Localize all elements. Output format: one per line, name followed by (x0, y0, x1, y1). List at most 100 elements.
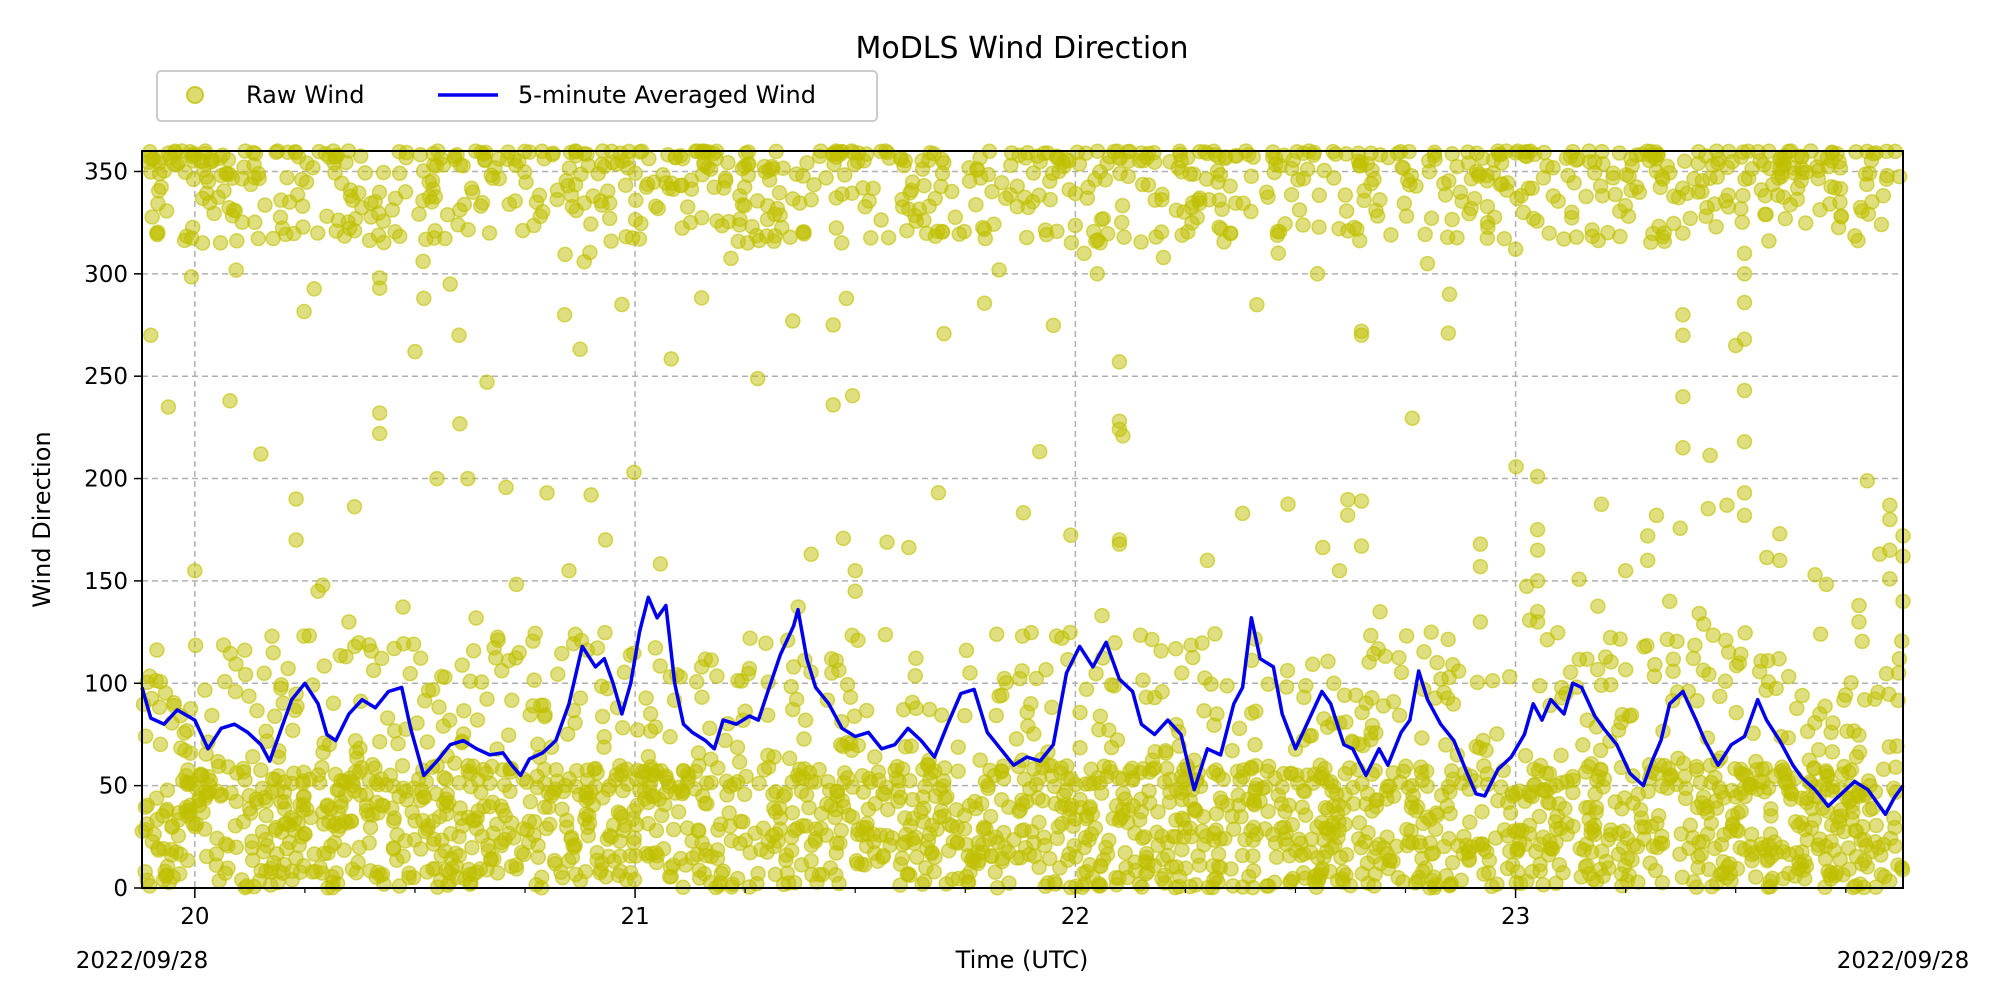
raw-wind-point (603, 233, 619, 249)
raw-wind-point (1579, 651, 1595, 667)
raw-wind-point (288, 532, 304, 548)
raw-wind-point (934, 223, 951, 240)
raw-wind-point (1393, 664, 1410, 681)
raw-wind-point (1376, 840, 1392, 856)
raw-wind-point (1063, 527, 1079, 543)
raw-wind-point (865, 826, 881, 842)
raw-wind-point (516, 846, 532, 863)
raw-wind-point (1556, 231, 1572, 247)
raw-wind-point (1240, 146, 1257, 163)
raw-wind-point (1553, 747, 1569, 764)
raw-wind-point (1219, 678, 1235, 694)
raw-wind-point (412, 650, 429, 666)
raw-wind-point (1443, 763, 1460, 779)
raw-wind-point (371, 733, 388, 750)
raw-wind-point (146, 826, 162, 843)
raw-wind-point (1605, 170, 1621, 186)
raw-wind-point (1031, 443, 1048, 460)
raw-wind-point (1072, 739, 1088, 756)
raw-wind-point (1854, 633, 1870, 650)
raw-wind-point (1674, 869, 1691, 885)
raw-wind-point (1504, 788, 1521, 804)
raw-wind-point (1266, 874, 1283, 891)
raw-wind-point (1361, 654, 1377, 670)
raw-wind-point (860, 801, 877, 818)
y-tick-label: 100 (84, 671, 128, 697)
raw-wind-point (839, 676, 856, 693)
raw-wind-point (1378, 782, 1395, 799)
raw-wind-point (526, 217, 542, 234)
raw-wind-point (735, 814, 751, 830)
plot-frame (141, 150, 1904, 889)
raw-wind-point (638, 690, 654, 706)
raw-wind-point (229, 233, 245, 249)
raw-wind-point (1813, 150, 1830, 166)
raw-wind-point (1352, 158, 1368, 174)
raw-wind-point (1217, 149, 1234, 165)
raw-wind-point (944, 871, 961, 888)
raw-wind-point (1648, 507, 1665, 524)
raw-wind-point (488, 650, 504, 666)
raw-wind-point (1042, 173, 1058, 190)
raw-wind-point (1091, 722, 1107, 738)
raw-wind-point (1413, 759, 1429, 775)
raw-wind-point (1341, 760, 1358, 776)
raw-wind-point (1423, 210, 1440, 227)
raw-wind-point (918, 225, 935, 242)
raw-wind-point (1031, 814, 1047, 831)
raw-wind-point (818, 170, 834, 186)
raw-wind-point (648, 854, 665, 871)
raw-wind-point (674, 150, 691, 167)
raw-wind-point (1806, 760, 1822, 776)
raw-wind-point (1223, 861, 1239, 877)
raw-wind-point (1672, 520, 1688, 537)
raw-wind-point (1304, 656, 1321, 673)
raw-wind-point (663, 351, 679, 367)
raw-wind-point (1760, 674, 1777, 690)
raw-wind-point (1036, 145, 1052, 162)
raw-wind-point (245, 748, 261, 765)
raw-wind-point (827, 809, 843, 826)
raw-wind-point (550, 666, 566, 682)
raw-wind-point (1706, 196, 1723, 212)
raw-wind-point (558, 812, 575, 828)
raw-wind-point (1545, 160, 1561, 176)
raw-wind-point (1531, 808, 1548, 825)
raw-wind-point (1277, 803, 1293, 820)
raw-wind-point (1867, 691, 1883, 707)
raw-wind-point (867, 749, 883, 765)
raw-wind-point (1659, 158, 1676, 175)
raw-wind-point (415, 163, 432, 179)
raw-wind-point (642, 706, 659, 722)
raw-wind-point (1677, 768, 1693, 785)
raw-wind-point (1619, 873, 1636, 889)
raw-wind-point (1087, 172, 1103, 188)
raw-wind-point (160, 399, 177, 415)
raw-wind-point (257, 197, 273, 213)
raw-wind-point (529, 779, 545, 796)
legend-raw-wind-marker (186, 86, 204, 104)
raw-wind-point (1241, 868, 1257, 885)
raw-wind-point (1695, 616, 1712, 632)
raw-wind-point (158, 803, 175, 819)
raw-wind-point (932, 809, 948, 825)
raw-wind-point (325, 874, 341, 891)
raw-wind-point (1276, 819, 1292, 835)
raw-wind-point (1303, 727, 1320, 744)
raw-wind-point (1753, 836, 1769, 852)
raw-wind-point (749, 370, 766, 387)
y-tick-label: 0 (113, 876, 128, 902)
raw-wind-point (833, 235, 850, 251)
raw-wind-point (1110, 870, 1127, 886)
raw-wind-point (1832, 181, 1849, 197)
raw-wind-point (330, 212, 347, 229)
raw-wind-point (1199, 552, 1216, 569)
raw-wind-point (795, 168, 811, 184)
raw-wind-point (690, 745, 707, 761)
raw-wind-point (1649, 839, 1665, 856)
raw-wind-point (633, 215, 649, 232)
raw-wind-point (1279, 662, 1296, 679)
raw-wind-point (1535, 877, 1551, 893)
raw-wind-point (601, 210, 618, 227)
raw-wind-point (612, 805, 629, 822)
